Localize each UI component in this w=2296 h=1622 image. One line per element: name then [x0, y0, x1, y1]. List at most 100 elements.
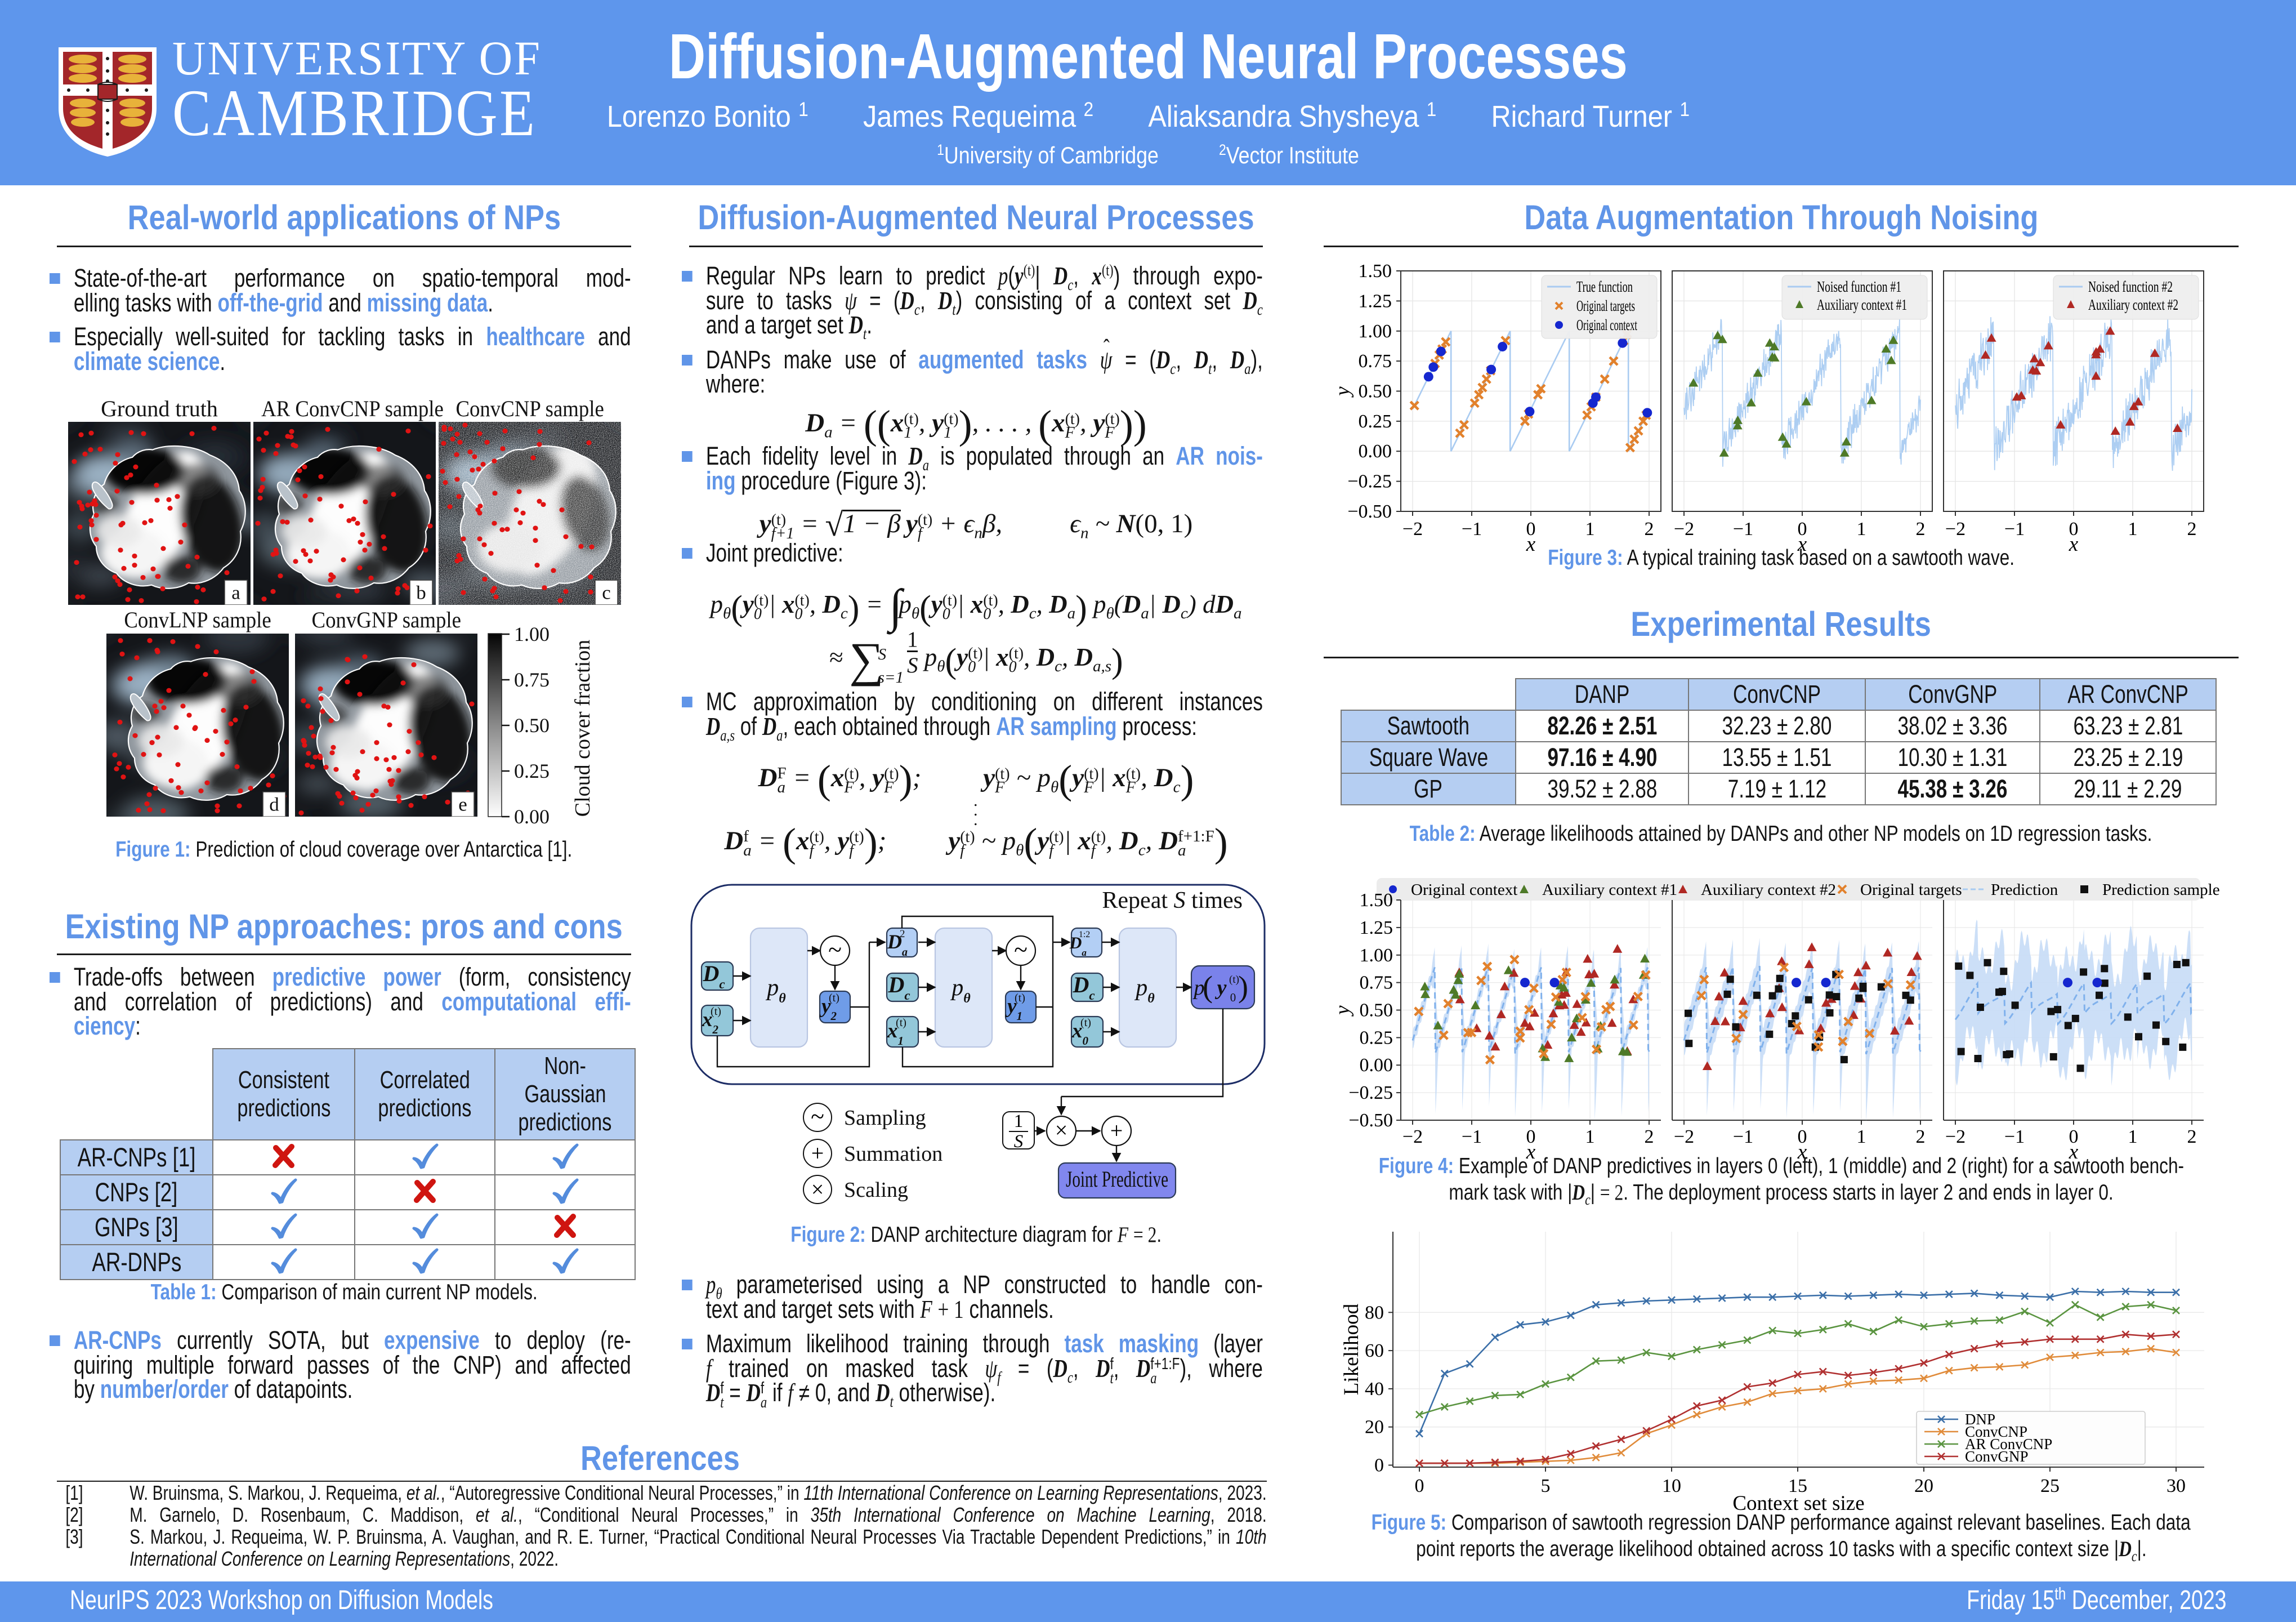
- svg-text:40: 40: [1365, 1379, 1384, 1400]
- svg-text:ConvCNP: ConvCNP: [1965, 1423, 2027, 1440]
- svg-text:0: 0: [1798, 519, 1807, 540]
- svg-text:−0.25: −0.25: [1347, 471, 1392, 492]
- svg-text:−2: −2: [1945, 1126, 1966, 1147]
- svg-text:15: 15: [1788, 1476, 1807, 1496]
- svg-text:1.50: 1.50: [1360, 890, 1393, 911]
- svg-text:−2: −2: [1674, 519, 1694, 540]
- svg-text:0.25: 0.25: [1360, 1027, 1393, 1048]
- svg-text:ConvGNP: ConvGNP: [1965, 1448, 2029, 1465]
- svg-text:0: 0: [1526, 519, 1536, 540]
- svg-text:2: 2: [2187, 1126, 2197, 1147]
- svg-text:0: 0: [1230, 991, 1236, 1004]
- svg-text:−1: −1: [1733, 1126, 1753, 1147]
- svg-text:1: 1: [1585, 1126, 1595, 1147]
- svg-text:+: +: [811, 1140, 824, 1166]
- svg-text:x: x: [2069, 533, 2079, 556]
- svg-text:Original targets: Original targets: [1576, 297, 1635, 314]
- svg-text:Auxiliary context #2: Auxiliary context #2: [1701, 881, 1836, 899]
- svg-text:−2: −2: [1674, 1126, 1694, 1147]
- svg-text:x: x: [1526, 533, 1536, 556]
- svg-text:(t): (t): [1229, 974, 1239, 986]
- svg-text:−0.25: −0.25: [1348, 1082, 1393, 1103]
- svg-text:2: 2: [2187, 519, 2197, 540]
- svg-text:0.75: 0.75: [514, 669, 550, 691]
- svg-text:2: 2: [1645, 1126, 1654, 1147]
- svg-text:y: y: [1331, 386, 1354, 398]
- svg-text:x: x: [1526, 1140, 1536, 1164]
- svg-text:0.50: 0.50: [1359, 381, 1392, 402]
- svg-text:1.50: 1.50: [1359, 261, 1392, 282]
- svg-text:Original targets: Original targets: [1860, 881, 1962, 899]
- svg-text:10: 10: [1662, 1476, 1681, 1496]
- svg-text:1.00: 1.00: [1360, 945, 1393, 966]
- svg-text:e: e: [458, 795, 467, 815]
- svg-text:0.00: 0.00: [514, 805, 550, 828]
- svg-text:2: 2: [1916, 519, 1926, 540]
- svg-text:True function: True function: [1576, 278, 1633, 295]
- svg-text:d: d: [269, 795, 279, 815]
- svg-text:1.25: 1.25: [1359, 291, 1392, 311]
- svg-text:c: c: [602, 583, 611, 603]
- svg-text:0.00: 0.00: [1360, 1055, 1393, 1076]
- svg-text:Repeat S times: Repeat S times: [1102, 888, 1243, 914]
- svg-text:−1: −1: [2004, 1126, 2025, 1147]
- svg-text:): ): [1238, 970, 1248, 1004]
- svg-text:1: 1: [1585, 519, 1595, 540]
- svg-text:Prediction: Prediction: [1991, 881, 2058, 899]
- svg-text:Likelihood: Likelihood: [1340, 1303, 1363, 1395]
- svg-text:x: x: [1797, 1140, 1807, 1164]
- svg-text:1: 1: [1014, 1111, 1024, 1131]
- svg-text:1: 1: [1857, 519, 1866, 540]
- svg-text:~: ~: [828, 936, 842, 964]
- svg-text:Context set size: Context set size: [1732, 1492, 1864, 1515]
- svg-text:1.00: 1.00: [1359, 321, 1392, 342]
- svg-text:Scaling: Scaling: [844, 1178, 908, 1202]
- svg-text:~: ~: [1014, 936, 1028, 964]
- svg-text:S: S: [1014, 1131, 1024, 1152]
- svg-text:−1: −1: [2004, 519, 2025, 540]
- svg-text:AR ConvCNP: AR ConvCNP: [1965, 1436, 2052, 1452]
- svg-text:Noised function #2: Noised function #2: [2088, 278, 2173, 295]
- svg-text:0.50: 0.50: [1360, 1000, 1393, 1021]
- svg-text:0: 0: [1374, 1455, 1384, 1476]
- svg-text:Sampling: Sampling: [844, 1106, 926, 1130]
- svg-text:1: 1: [1857, 1126, 1866, 1147]
- svg-text:2: 2: [1916, 1126, 1926, 1147]
- svg-text:×: ×: [811, 1177, 824, 1202]
- svg-text:0: 0: [2069, 519, 2079, 540]
- svg-text:y2(t): y2(t): [819, 992, 839, 1023]
- svg-text:Original context: Original context: [1411, 881, 1517, 899]
- svg-text:0: 0: [1526, 1126, 1536, 1147]
- svg-text:0.00: 0.00: [1359, 441, 1392, 462]
- svg-text:DNP: DNP: [1965, 1411, 1995, 1428]
- svg-text:×: ×: [1055, 1117, 1068, 1143]
- svg-text:y: y: [1331, 1005, 1354, 1017]
- svg-text:0.50: 0.50: [514, 714, 550, 737]
- svg-text:0.75: 0.75: [1360, 973, 1393, 993]
- svg-text:b: b: [416, 583, 426, 603]
- svg-text:Summation: Summation: [844, 1142, 942, 1166]
- svg-text:25: 25: [2040, 1476, 2060, 1496]
- svg-text:Original context: Original context: [1576, 317, 1637, 333]
- svg-text:−1: −1: [1462, 1126, 1482, 1147]
- svg-text:−2: −2: [1402, 1126, 1423, 1147]
- svg-text:Prediction sample: Prediction sample: [2102, 881, 2220, 899]
- svg-text:−2: −2: [1402, 519, 1423, 540]
- svg-text:a: a: [231, 583, 240, 603]
- svg-text:−0.50: −0.50: [1347, 501, 1392, 522]
- svg-text:−1: −1: [1733, 519, 1753, 540]
- svg-text:60: 60: [1365, 1340, 1384, 1361]
- svg-text:0.25: 0.25: [514, 760, 550, 782]
- svg-text:1: 1: [2128, 1126, 2138, 1147]
- svg-text:80: 80: [1365, 1302, 1384, 1323]
- svg-text:Auxiliary context #2: Auxiliary context #2: [2088, 296, 2178, 313]
- svg-text:−2: −2: [1945, 519, 1966, 540]
- svg-text:(: (: [1203, 970, 1213, 1004]
- svg-text:1: 1: [2128, 519, 2138, 540]
- svg-text:p: p: [1192, 976, 1205, 1000]
- svg-text:+: +: [1110, 1118, 1123, 1143]
- svg-text:1.00: 1.00: [514, 627, 550, 645]
- svg-text:Auxiliary context #1: Auxiliary context #1: [1542, 881, 1677, 899]
- svg-text:0.75: 0.75: [1359, 351, 1392, 372]
- svg-text:−0.50: −0.50: [1348, 1110, 1393, 1131]
